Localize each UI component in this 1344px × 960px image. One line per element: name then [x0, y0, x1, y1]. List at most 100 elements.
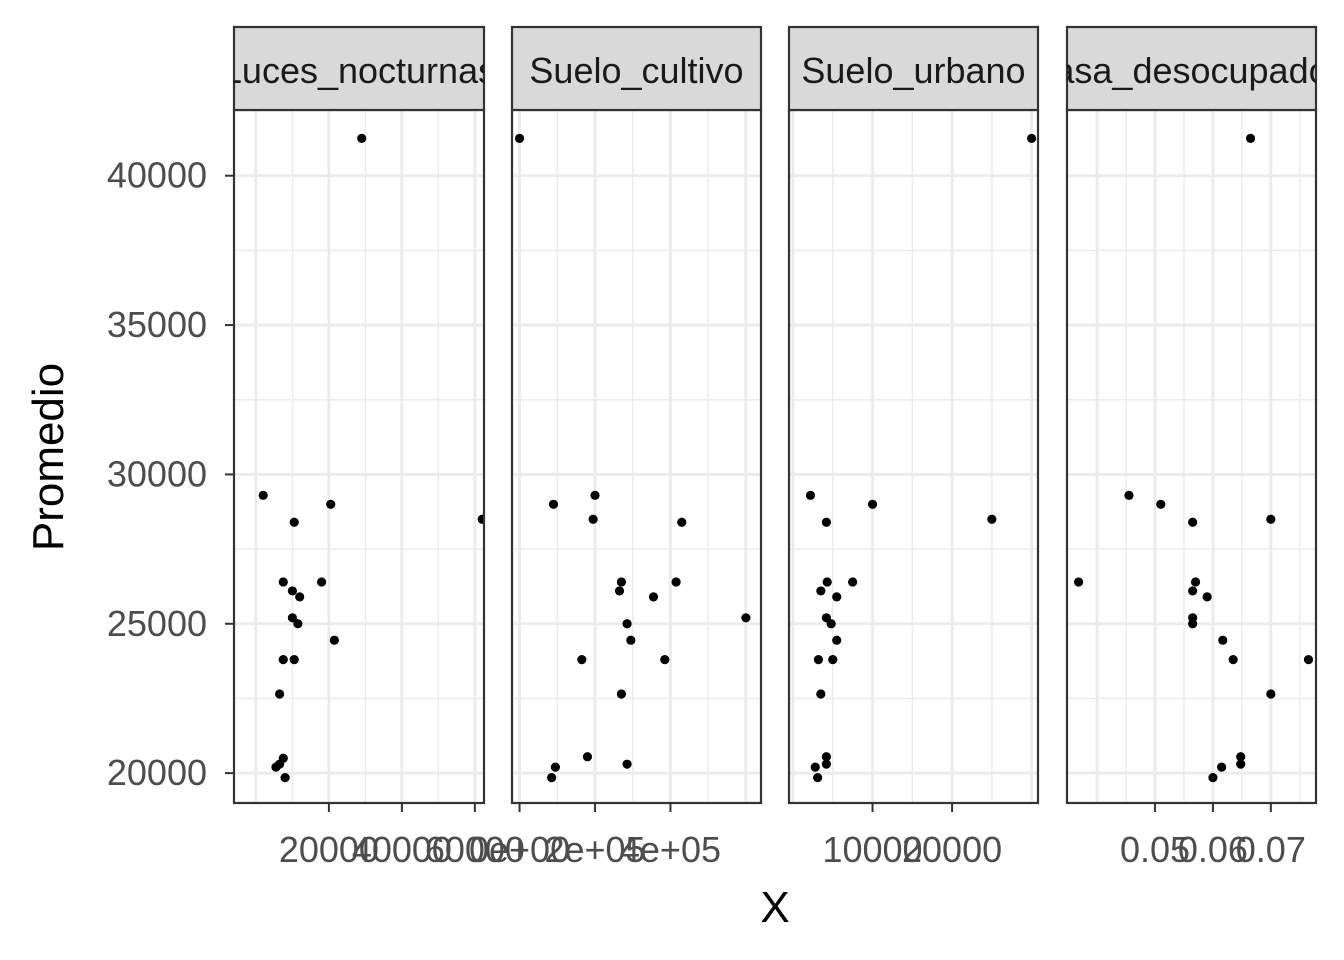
data-point [477, 514, 484, 524]
data-point [1188, 586, 1198, 596]
panel-background [789, 110, 1038, 803]
data-point [616, 577, 627, 587]
data-point [1124, 490, 1134, 500]
facet-strip [510, 25, 763, 112]
data-point [548, 499, 559, 509]
x-tick-label: 40000 [352, 829, 452, 870]
data-point [1208, 773, 1218, 783]
x-axis-title: X [760, 883, 789, 932]
data-point [1266, 689, 1276, 699]
grid-lines [512, 110, 761, 803]
data-point [828, 655, 838, 665]
x-tick-label: 0.06 [1178, 829, 1248, 870]
facet-strip [232, 25, 486, 112]
facet-strip-label: Tasa_desocupados [1036, 50, 1344, 91]
data-point [867, 499, 878, 509]
grid-lines [1067, 110, 1316, 803]
data-point [326, 499, 336, 509]
data-point [677, 517, 687, 527]
facet-strip [1065, 25, 1318, 112]
data-point [295, 592, 305, 602]
data-point [821, 517, 831, 527]
data-point [329, 635, 339, 645]
data-point [275, 689, 285, 699]
y-tick-label: 30000 [107, 453, 207, 494]
data-point [293, 619, 303, 629]
data-point [287, 586, 297, 596]
data-point [813, 773, 823, 783]
y-tick-label: 40000 [107, 155, 207, 196]
panel-background [1067, 110, 1316, 803]
facet-panel: Tasa_desocupados 0.050.060.07 [1036, 25, 1344, 870]
data-point [648, 592, 659, 602]
data-point [848, 577, 858, 587]
panel-background [512, 110, 761, 803]
data-point [1218, 635, 1228, 645]
data-point [1190, 577, 1201, 587]
data-point [289, 655, 299, 665]
data-point [357, 133, 367, 143]
data-point [1188, 619, 1198, 629]
data-point [616, 689, 627, 699]
x-tick-label: 2e+05 [544, 829, 645, 870]
data-point [810, 762, 820, 772]
grid-lines [234, 110, 484, 803]
data-point [1266, 514, 1276, 524]
data-point [280, 773, 290, 783]
data-point [1188, 517, 1198, 527]
data-points [805, 133, 1037, 783]
x-tick-label: 10000 [822, 829, 922, 870]
x-tick-label: 0.05 [1120, 829, 1190, 870]
data-point [1217, 762, 1227, 772]
data-point [287, 613, 297, 623]
data-point [805, 490, 816, 500]
data-point [582, 752, 593, 762]
data-point [622, 759, 632, 769]
data-point [316, 577, 327, 587]
data-point [832, 635, 842, 645]
facet-strip-label: Luces_nocturnas [222, 50, 496, 91]
data-point [1303, 655, 1314, 665]
data-point [1202, 592, 1212, 602]
x-tick-label: 20000 [279, 829, 379, 870]
data-points [514, 133, 751, 783]
x-tick-label: 60000 [425, 829, 525, 870]
y-tick-label: 25000 [107, 603, 207, 644]
x-tick-label: 4e+05 [620, 829, 721, 870]
data-point [289, 517, 299, 527]
data-point [547, 773, 557, 783]
data-point [1245, 133, 1256, 143]
data-point [590, 490, 600, 500]
data-points [1073, 133, 1314, 783]
x-tick-label: 20000 [902, 829, 1002, 870]
facet-strip [787, 25, 1040, 112]
data-point [821, 759, 831, 769]
panel-background [234, 110, 484, 803]
y-tick-label: 35000 [107, 304, 207, 345]
data-point [1027, 133, 1037, 143]
y-axis-title: Promedio [24, 363, 73, 551]
data-point [821, 752, 831, 762]
data-point [550, 762, 560, 772]
x-tick-label: 0.07 [1236, 829, 1306, 870]
y-tick-label: 20000 [107, 752, 207, 793]
data-point [514, 133, 525, 143]
data-point [278, 655, 288, 665]
data-point [1156, 499, 1166, 509]
data-point [1236, 752, 1246, 762]
data-point [816, 586, 826, 596]
grid-lines [789, 110, 1038, 803]
data-point [671, 577, 681, 587]
facet-strip-label: Suelo_urbano [801, 50, 1025, 91]
data-point [588, 514, 598, 524]
data-points [258, 133, 484, 783]
data-point [987, 514, 997, 524]
data-point [816, 689, 826, 699]
data-point [258, 490, 268, 500]
data-point [822, 577, 832, 587]
data-point [1073, 577, 1084, 587]
x-tick-label: 0e+00 [469, 829, 570, 870]
data-point [741, 613, 751, 623]
